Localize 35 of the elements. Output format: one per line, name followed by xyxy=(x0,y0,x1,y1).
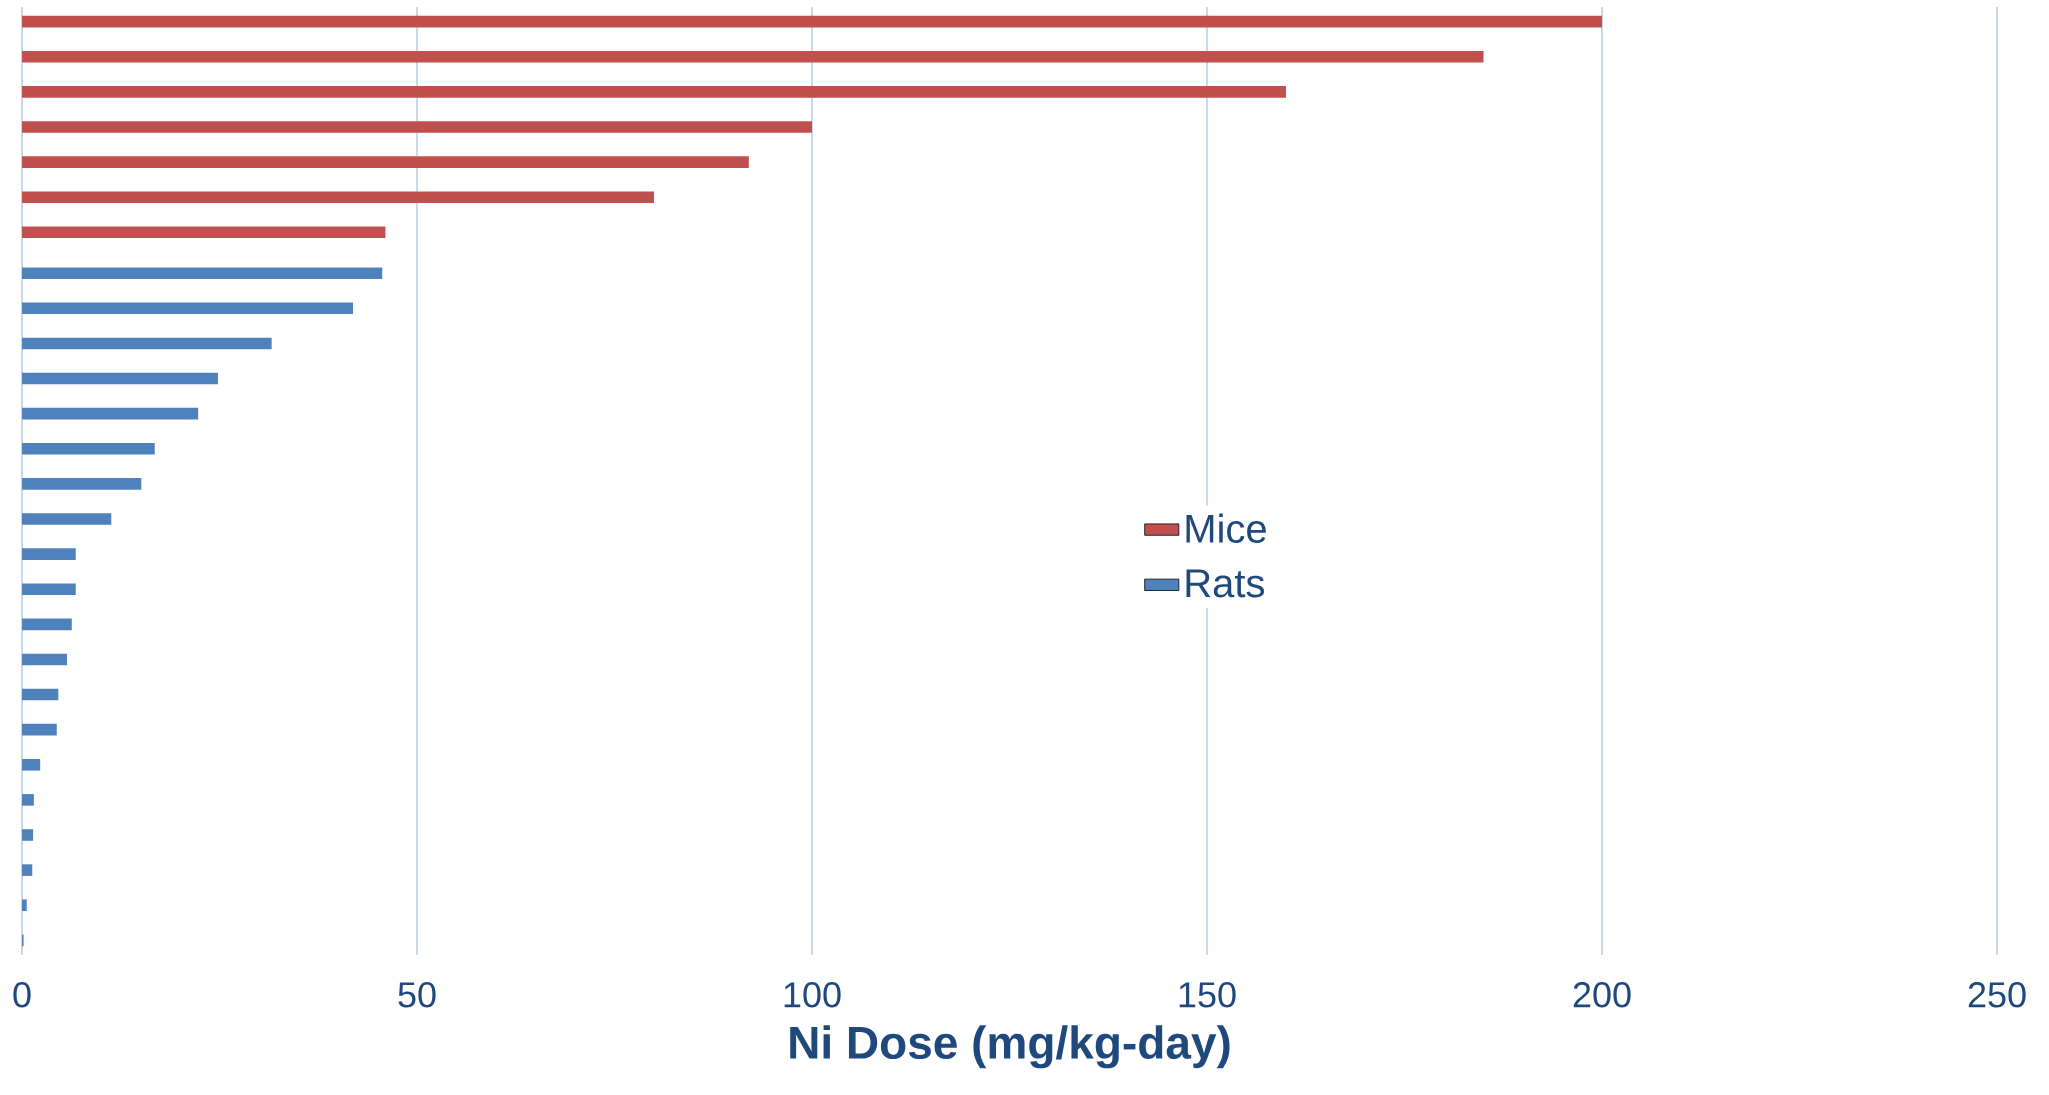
x-tick-label: 50 xyxy=(398,982,436,1008)
bar xyxy=(22,829,34,841)
bar xyxy=(22,548,76,560)
bar xyxy=(22,723,57,736)
bar xyxy=(22,864,33,876)
x-tick-label: 200 xyxy=(1573,982,1631,1008)
x-tick-label: 150 xyxy=(1179,982,1236,1008)
bar xyxy=(22,513,112,525)
legend-label: Mice xyxy=(1186,513,1266,543)
bar xyxy=(22,758,41,771)
bar xyxy=(22,899,27,912)
bar xyxy=(22,794,34,806)
x-axis-title: Ni Dose (mg/kg-day) xyxy=(790,1025,1230,1069)
bar xyxy=(22,653,68,666)
bar xyxy=(22,156,749,168)
bar xyxy=(22,302,354,315)
x-tick-label: 100 xyxy=(784,982,841,1008)
x-tick-label: 250 xyxy=(1968,982,2026,1008)
bar xyxy=(22,191,655,203)
bar xyxy=(22,583,76,596)
bar xyxy=(22,267,383,280)
bar xyxy=(22,372,218,385)
bar xyxy=(22,86,1287,98)
legend-label: Rats xyxy=(1186,569,1265,598)
bar xyxy=(22,442,155,455)
bar xyxy=(22,50,1484,63)
bar xyxy=(22,478,142,490)
bar xyxy=(22,226,386,239)
bar xyxy=(22,121,813,133)
bar xyxy=(22,407,199,420)
x-tick-label: 0 xyxy=(13,982,31,1008)
bar xyxy=(22,618,72,631)
bar xyxy=(22,337,272,350)
bar xyxy=(22,15,1603,28)
bar xyxy=(22,688,59,701)
